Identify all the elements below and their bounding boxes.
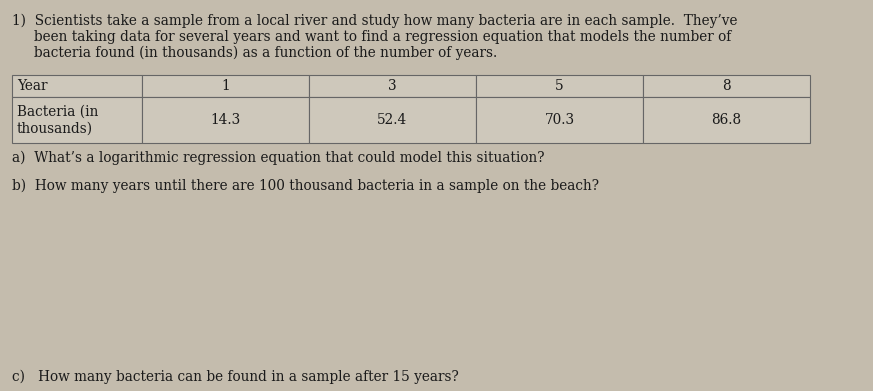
- Text: 3: 3: [388, 79, 397, 93]
- Text: 86.8: 86.8: [711, 113, 741, 127]
- Bar: [643, 97, 810, 143]
- Text: 52.4: 52.4: [377, 113, 408, 127]
- Bar: [142, 97, 309, 143]
- Text: c)   How many bacteria can be found in a sample after 15 years?: c) How many bacteria can be found in a s…: [12, 370, 458, 384]
- Text: 14.3: 14.3: [210, 113, 241, 127]
- Bar: [643, 75, 810, 97]
- Text: 1: 1: [221, 79, 230, 93]
- Text: bacteria found (in thousands) as a function of the number of years.: bacteria found (in thousands) as a funct…: [12, 46, 498, 60]
- Bar: [476, 75, 643, 97]
- Text: b)  How many years until there are 100 thousand bacteria in a sample on the beac: b) How many years until there are 100 th…: [12, 179, 599, 194]
- Text: 8: 8: [722, 79, 731, 93]
- Bar: [309, 75, 476, 97]
- Bar: [476, 97, 643, 143]
- Text: 1)  Scientists take a sample from a local river and study how many bacteria are : 1) Scientists take a sample from a local…: [12, 14, 738, 29]
- Text: Year: Year: [17, 79, 47, 93]
- Text: Bacteria (in: Bacteria (in: [17, 105, 99, 119]
- Bar: [309, 97, 476, 143]
- Text: 5: 5: [555, 79, 564, 93]
- Bar: [142, 75, 309, 97]
- Text: been taking data for several years and want to find a regression equation that m: been taking data for several years and w…: [12, 30, 732, 44]
- Bar: [12, 97, 142, 143]
- Text: a)  What’s a logarithmic regression equation that could model this situation?: a) What’s a logarithmic regression equat…: [12, 151, 545, 165]
- Bar: [12, 75, 142, 97]
- Text: thousands): thousands): [17, 121, 93, 135]
- Text: 70.3: 70.3: [545, 113, 574, 127]
